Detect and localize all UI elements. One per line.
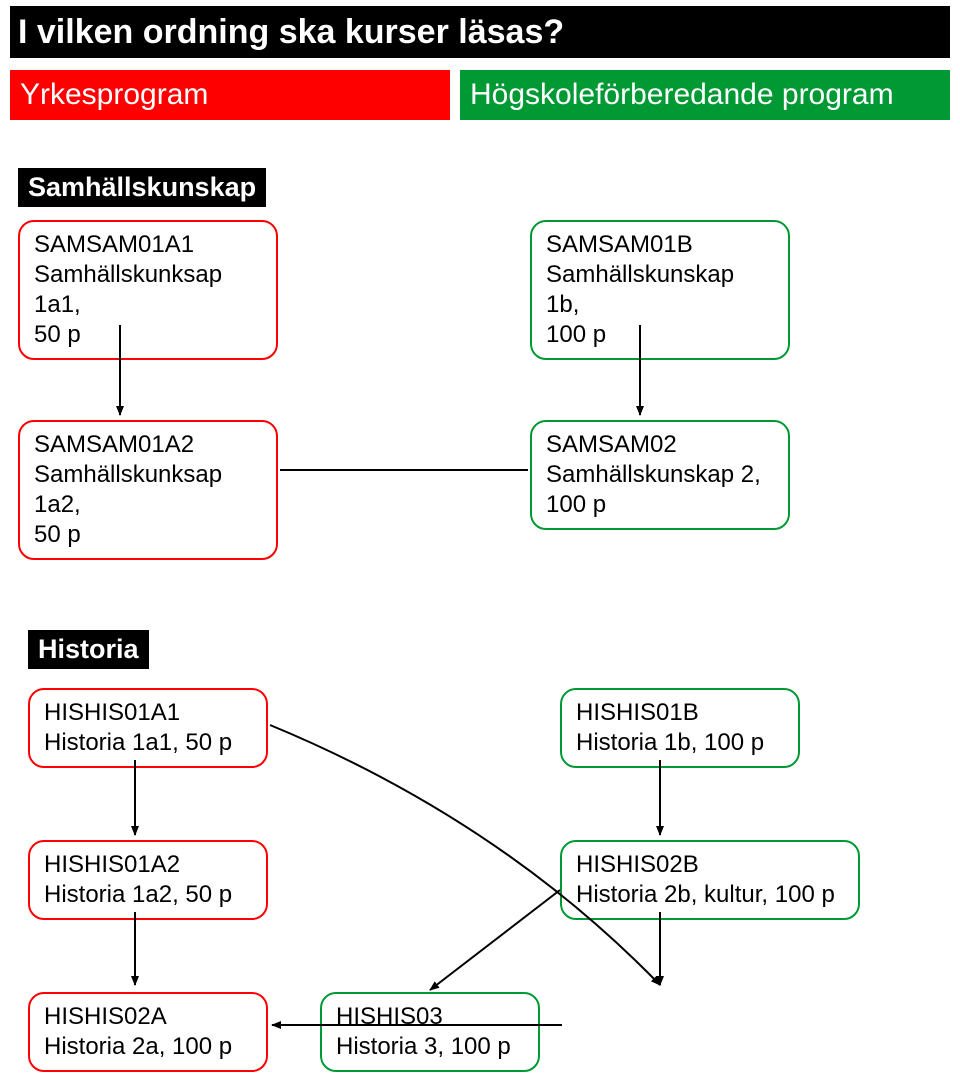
- course-points: 50 p: [34, 321, 81, 348]
- course-desc: Samhällskunskap 2,: [546, 461, 761, 488]
- section-label-historia: Historia: [28, 630, 149, 669]
- course-code: SAMSAM01B: [546, 231, 693, 258]
- course-points: 100 p: [546, 491, 606, 518]
- course-desc: Samhällskunksap 1a2,: [34, 461, 222, 518]
- course-code: HISHIS01A2: [44, 851, 180, 878]
- section-label-samhallskunskap: Samhällskunskap: [18, 168, 266, 207]
- course-node-hishis02b: HISHIS02B Historia 2b, kultur, 100 p: [560, 840, 860, 920]
- course-desc: Historia 2b, kultur, 100 p: [576, 881, 835, 908]
- course-desc: Historia 3, 100 p: [336, 1033, 511, 1060]
- course-desc: Samhällskunksap 1a1,: [34, 261, 222, 318]
- course-desc: Historia 1a2, 50 p: [44, 881, 232, 908]
- course-node-hishis01b: HISHIS01B Historia 1b, 100 p: [560, 688, 800, 768]
- course-desc: Samhällskunskap 1b,: [546, 261, 734, 318]
- course-node-samsam01b: SAMSAM01B Samhällskunskap 1b, 100 p: [530, 220, 790, 360]
- course-code: HISHIS03: [336, 1003, 443, 1030]
- course-code: HISHIS01A1: [44, 699, 180, 726]
- program-label-right: Högskoleförberedande program: [460, 70, 950, 120]
- course-node-samsam02: SAMSAM02 Samhällskunskap 2, 100 p: [530, 420, 790, 530]
- course-node-hishis03: HISHIS03 Historia 3, 100 p: [320, 992, 540, 1072]
- course-desc: Historia 1b, 100 p: [576, 729, 764, 756]
- course-desc: Historia 1a1, 50 p: [44, 729, 232, 756]
- course-desc: Historia 2a, 100 p: [44, 1033, 232, 1060]
- course-points: 50 p: [34, 521, 81, 548]
- course-code: SAMSAM01A2: [34, 431, 194, 458]
- course-node-hishis01a1: HISHIS01A1 Historia 1a1, 50 p: [28, 688, 268, 768]
- course-code: HISHIS02B: [576, 851, 699, 878]
- course-code: HISHIS02A: [44, 1003, 167, 1030]
- course-node-hishis01a2: HISHIS01A2 Historia 1a2, 50 p: [28, 840, 268, 920]
- program-label-left: Yrkesprogram: [10, 70, 450, 120]
- page-title: I vilken ordning ska kurser läsas?: [10, 6, 950, 58]
- course-node-samsam01a1: SAMSAM01A1 Samhällskunksap 1a1, 50 p: [18, 220, 278, 360]
- course-node-hishis02a: HISHIS02A Historia 2a, 100 p: [28, 992, 268, 1072]
- course-code: SAMSAM02: [546, 431, 677, 458]
- course-node-samsam01a2: SAMSAM01A2 Samhällskunksap 1a2, 50 p: [18, 420, 278, 560]
- course-points: 100 p: [546, 321, 606, 348]
- course-code: SAMSAM01A1: [34, 231, 194, 258]
- course-code: HISHIS01B: [576, 699, 699, 726]
